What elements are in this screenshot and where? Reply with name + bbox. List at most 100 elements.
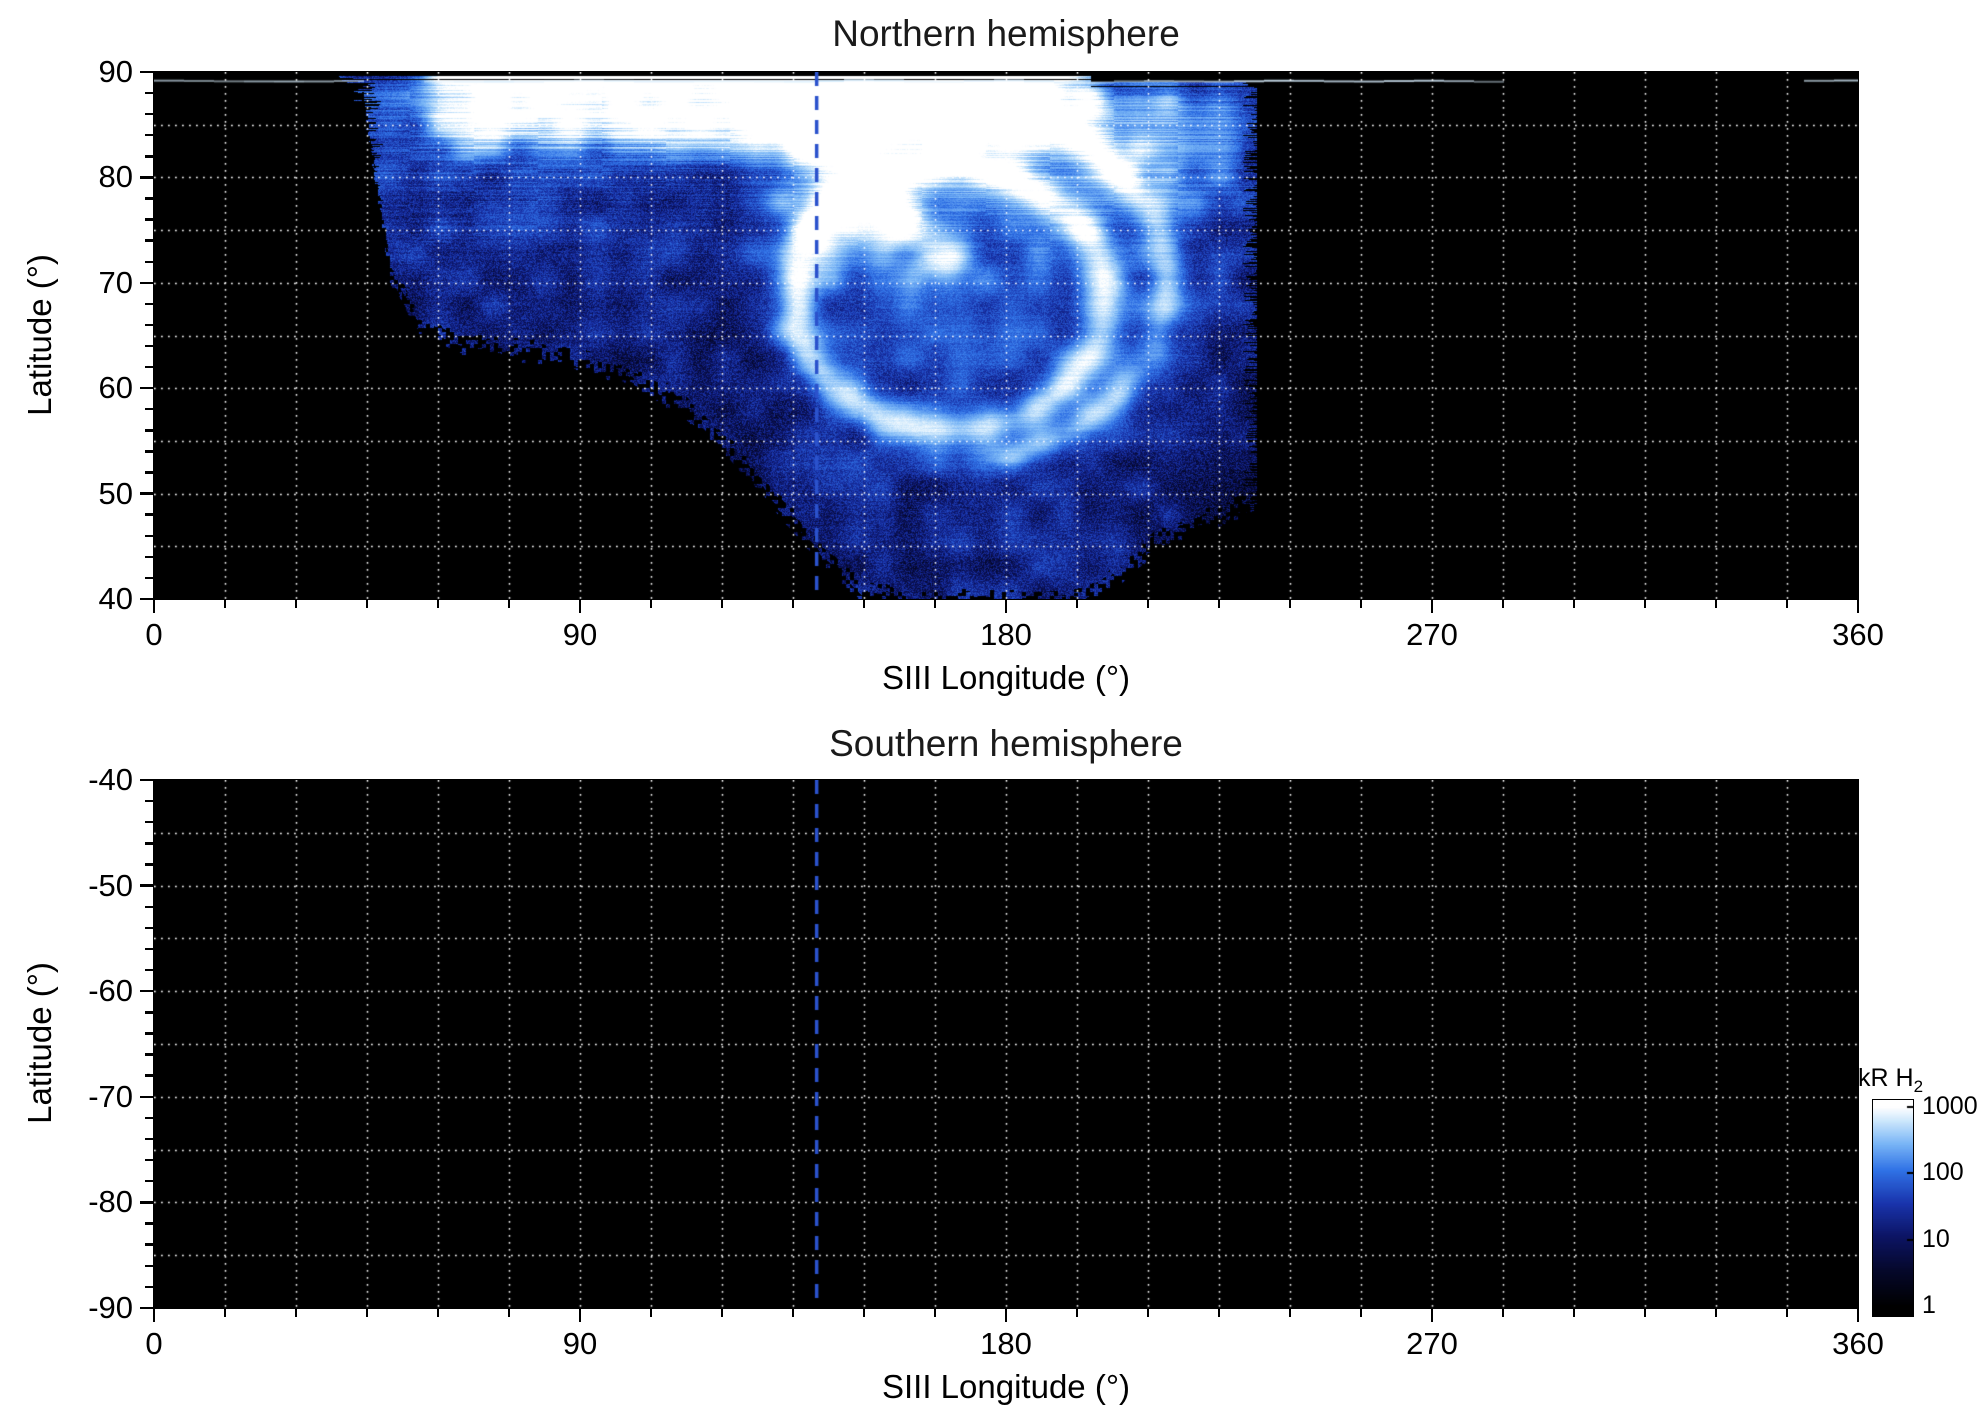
north-x-axis-label: SIII Longitude (°) [882,659,1130,696]
south-y-tick-label: -70 [88,1078,133,1114]
south-x-tick [862,1309,866,1317]
south-y-tick [145,842,153,845]
south-panel-title: Southern hemisphere [829,723,1183,764]
south-y-tick [145,799,153,803]
north-y-tick [140,281,153,284]
south-x-tick [1785,1309,1789,1317]
colorbar-tick-label: 100 [1922,1158,1964,1187]
south-x-tick [1714,1309,1718,1317]
north-x-tick [1430,600,1434,613]
south-x-tick-label: 360 [1832,1326,1884,1361]
south-x-tick [436,1309,440,1317]
colorbar-label-sub: 2 [1913,1077,1924,1096]
north-y-tick [145,197,153,200]
north-x-tick [223,600,227,608]
south-y-tick-label: -90 [88,1290,133,1325]
north-y-tick [145,155,153,158]
north-y-tick [145,239,153,242]
north-y-tick [145,576,153,580]
north-y-tick [145,408,153,411]
colorbar-tick-label: 10 [1922,1224,1950,1253]
north-x-tick [1572,600,1576,608]
north-y-tick [145,513,153,516]
north-x-tick [152,600,156,613]
north-x-tick [365,600,369,608]
north-heatmap-canvas [154,72,1858,599]
south-y-tick-label: -60 [88,973,133,1009]
north-x-tick [294,600,298,608]
south-y-tick [140,1201,153,1204]
south-y-tick [145,1011,153,1014]
south-y-tick [140,884,153,887]
colorbar-label: kR H2 [1858,1064,1923,1101]
south-y-tick-label: -80 [88,1184,133,1220]
north-y-tick [145,429,153,432]
colorbar-tick-label: 1 [1922,1291,1936,1320]
south-heatmap-panel [153,779,1859,1309]
north-x-tick [791,600,795,608]
north-y-tick [145,344,153,348]
south-x-tick-label: 180 [980,1326,1032,1361]
north-heatmap-panel [153,71,1859,600]
north-x-tick [1785,600,1789,608]
south-y-tick [145,1222,153,1225]
north-y-tick-label: 50 [98,475,133,511]
south-x-tick [791,1309,795,1317]
south-y-tick [145,968,153,972]
south-y-tick [145,1285,153,1289]
north-y-tick [145,302,153,306]
south-x-tick [1075,1309,1079,1317]
north-y-tick [145,112,153,116]
north-x-tick [649,600,653,608]
north-y-tick [140,70,153,74]
south-y-tick [140,1095,153,1098]
colorbar [1872,1099,1914,1317]
south-y-tick [145,947,153,951]
south-y-tick [145,1264,153,1267]
south-y-tick [140,1306,153,1310]
south-y-tick [145,1032,153,1035]
south-x-tick [223,1309,227,1317]
south-x-tick-label: 270 [1406,1326,1458,1361]
south-y-tick [145,1053,153,1056]
south-y-tick [145,1137,153,1141]
south-y-tick [145,821,153,824]
north-x-tick [1288,600,1292,608]
colorbar-tick-label: 1000 [1922,1091,1978,1120]
south-y-tick [145,905,153,908]
north-x-tick [1217,600,1221,608]
north-y-tick-label: 80 [98,159,133,195]
south-x-tick [1217,1309,1221,1317]
north-x-tick [1359,600,1363,608]
south-x-tick [1004,1309,1008,1322]
north-x-tick [862,600,866,608]
north-x-tick [436,600,440,608]
south-x-tick [1501,1309,1505,1317]
south-x-tick-label: 90 [562,1326,598,1361]
north-x-tick [1643,600,1647,608]
south-y-tick [145,1116,153,1120]
north-y-tick [140,492,153,495]
south-heatmap-canvas [154,780,1858,1308]
south-x-tick [1146,1309,1150,1317]
south-x-tick [1856,1309,1860,1322]
north-x-tick-label: 360 [1832,617,1884,652]
north-x-tick [1146,600,1150,608]
north-x-tick [1075,600,1079,608]
south-x-tick [1359,1309,1363,1317]
south-y-tick [145,863,153,866]
north-x-tick [578,600,582,613]
south-y-tick [145,1074,153,1077]
north-x-tick [507,600,511,608]
south-x-tick [933,1309,937,1317]
north-x-tick [1501,600,1505,608]
north-x-tick-label: 90 [562,617,598,652]
south-x-tick [720,1309,724,1317]
south-y-tick [145,1243,153,1246]
south-x-tick [1288,1309,1292,1317]
colorbar-label-main: kR H [1858,1064,1914,1092]
north-y-tick [140,176,153,179]
south-x-tick [507,1309,511,1317]
north-y-tick [145,365,153,369]
